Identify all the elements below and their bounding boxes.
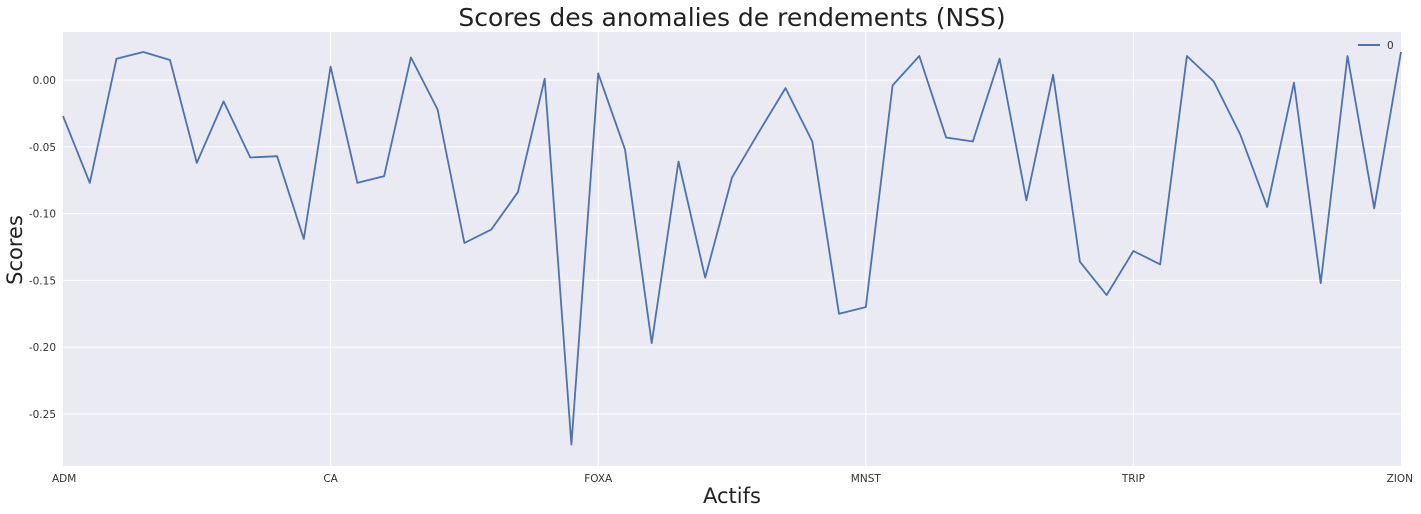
series-layer: [62, 51, 1402, 446]
y-tick-label: -0.20: [29, 342, 56, 354]
x-tick-labels: ADM CA FOXA MNST TRIP ZION: [52, 473, 1413, 485]
x-tick-label: MNST: [851, 473, 882, 485]
series-line-0: [62, 51, 1402, 446]
chart-title: Scores des anomalies de rendements (NSS): [458, 3, 1005, 32]
x-tick-label: CA: [323, 473, 338, 485]
y-tick-label: -0.25: [29, 409, 56, 421]
grid-lines: [63, 32, 1401, 466]
y-tick-label: -0.10: [29, 209, 56, 221]
x-tick-label: ADM: [52, 473, 76, 485]
y-tick-label: 0.00: [33, 75, 56, 87]
y-tick-label: -0.05: [29, 142, 56, 154]
x-tick-label: TRIP: [1121, 473, 1145, 485]
legend-label: 0: [1387, 40, 1394, 52]
legend: 0: [1358, 40, 1394, 52]
plot-area: [63, 32, 1401, 466]
y-tick-label: -0.15: [29, 275, 56, 287]
y-axis-label: Scores: [3, 215, 27, 285]
x-tick-label: FOXA: [584, 473, 613, 485]
x-tick-label: ZION: [1387, 473, 1413, 485]
x-axis-label: Actifs: [703, 484, 761, 508]
y-tick-labels: 0.00 -0.05 -0.10 -0.15 -0.20 -0.25: [29, 75, 56, 421]
